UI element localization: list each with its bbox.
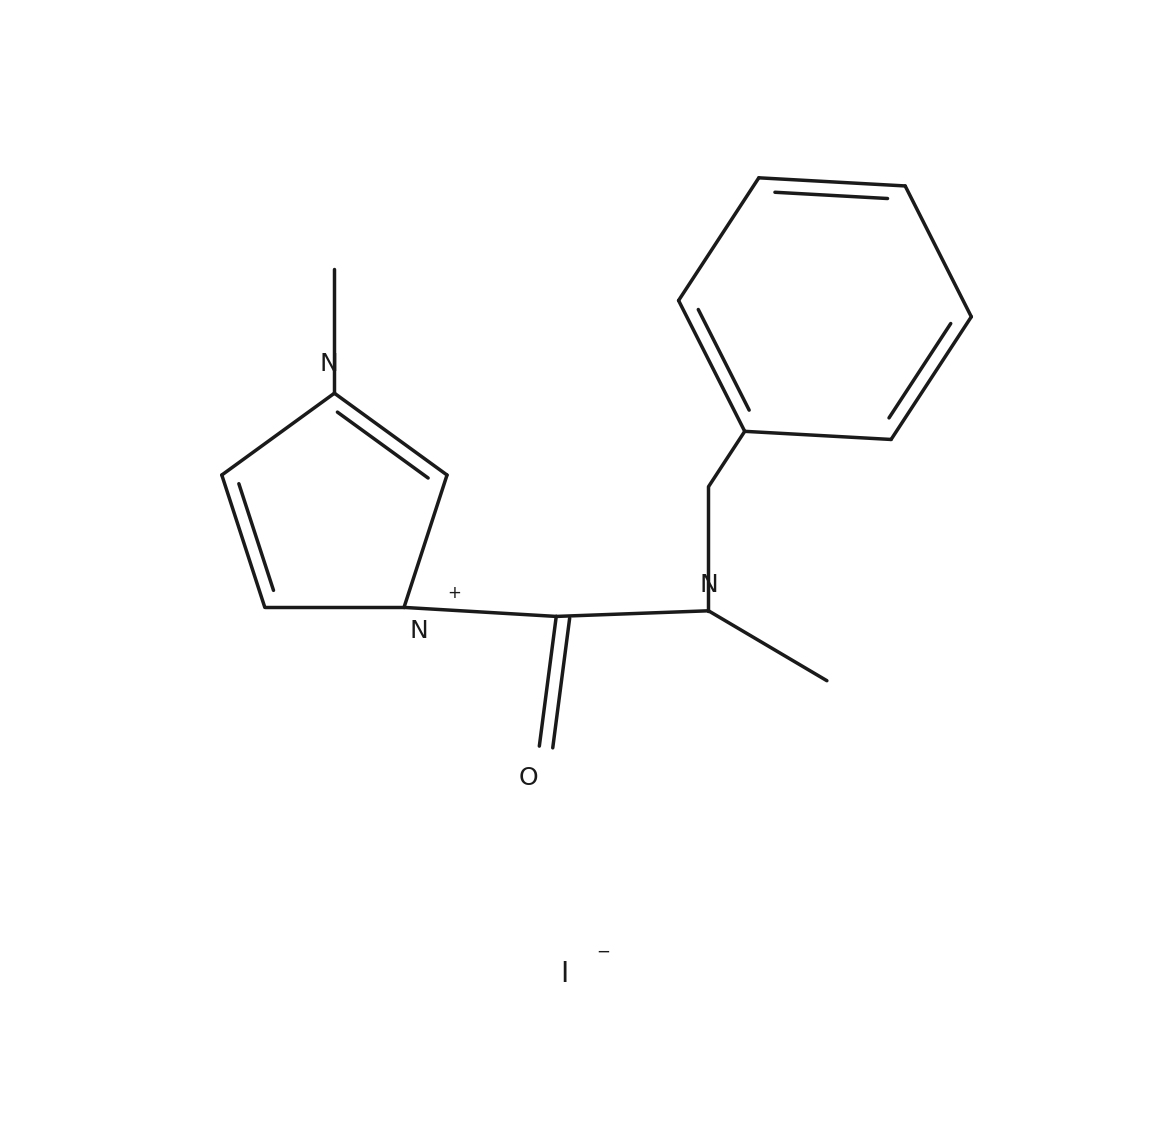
- Text: −: −: [596, 943, 610, 960]
- Text: N: N: [319, 352, 338, 376]
- Text: +: +: [447, 584, 460, 602]
- Text: N: N: [410, 619, 429, 643]
- Text: N: N: [699, 574, 718, 598]
- Text: O: O: [518, 767, 538, 791]
- Text: I: I: [560, 960, 569, 988]
